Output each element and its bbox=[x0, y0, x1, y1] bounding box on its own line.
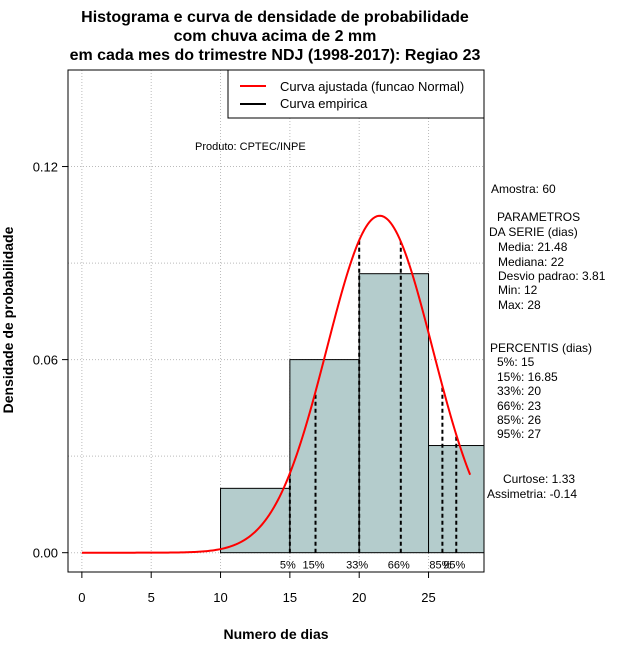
legend: Curva ajustada (funcao Normal) Curva emp… bbox=[227, 69, 485, 119]
percentile-label-5: 95% bbox=[443, 560, 465, 572]
y-tick-label-0: 0.00 bbox=[33, 546, 58, 561]
legend-box bbox=[227, 69, 485, 119]
stat-p33: 33%: 20 bbox=[497, 384, 541, 398]
legend-label-fitted: Curva ajustada (funcao Normal) bbox=[280, 79, 464, 94]
stat-amostra: Amostra: 60 bbox=[491, 182, 556, 196]
histogram-bar-2 bbox=[358, 273, 430, 554]
y-axis-label: Densidade de probabilidade bbox=[0, 226, 16, 413]
normal-curve bbox=[81, 214, 472, 554]
stat-mediana: Mediana: 22 bbox=[498, 255, 564, 269]
x-tick-label-0: 0 bbox=[78, 590, 85, 605]
chart-title-line-2: com chuva acima de 2 mm bbox=[174, 28, 377, 45]
stat-assimetria: Assimetria: -0.14 bbox=[487, 487, 577, 501]
histogram-bars bbox=[220, 273, 485, 554]
statistics-panel: Amostra: 60 PARAMETROS DA SERIE (dias) M… bbox=[487, 182, 606, 501]
stat-p95: 95%: 27 bbox=[497, 427, 541, 441]
percentile-label-4: 85% bbox=[429, 560, 451, 572]
axes: 0 5 10 15 20 25 0.00 0.06 0.12 bbox=[33, 160, 436, 605]
normal-curve-layer bbox=[81, 214, 472, 554]
stat-min: Min: 12 bbox=[498, 283, 538, 297]
stat-p15: 15%: 16.85 bbox=[497, 370, 558, 384]
stat-desvio: Desvio padrao: 3.81 bbox=[498, 269, 606, 283]
stat-percentis-title: PERCENTIS (dias) bbox=[490, 341, 592, 355]
stat-params-title-1: PARAMETROS bbox=[497, 210, 580, 224]
stat-p85: 85%: 26 bbox=[497, 413, 541, 427]
stat-media: Media: 21.48 bbox=[498, 240, 568, 254]
chart-title-line-1: Histograma e curva de densidade de proba… bbox=[81, 9, 469, 26]
x-tick-label-4: 20 bbox=[352, 590, 366, 605]
x-axis-label: Numero de dias bbox=[223, 626, 328, 642]
x-tick-label-5: 25 bbox=[421, 590, 435, 605]
stat-p5: 5%: 15 bbox=[497, 355, 535, 369]
percentile-lines: 5% 15% 33% 66% 85%95% bbox=[280, 240, 465, 572]
percentile-label-1: 15% bbox=[303, 560, 325, 572]
stat-params-title-2: DA SERIE (dias) bbox=[489, 225, 578, 239]
stat-p66: 66%: 23 bbox=[497, 399, 541, 413]
stat-max: Max: 28 bbox=[498, 298, 541, 312]
histogram-bar-1 bbox=[289, 359, 360, 554]
percentile-label-2: 33% bbox=[346, 560, 368, 572]
chart-title-line-3: em cada mes do trimestre NDJ (1998-2017)… bbox=[70, 47, 481, 64]
y-tick-label-2: 0.12 bbox=[33, 160, 58, 175]
product-label: Produto: CPTEC/INPE bbox=[195, 141, 306, 153]
x-tick-label-1: 5 bbox=[148, 590, 155, 605]
stat-curtose: Curtose: 1.33 bbox=[503, 472, 575, 486]
x-tick-label-3: 15 bbox=[283, 590, 297, 605]
percentile-label-3: 66% bbox=[388, 560, 410, 572]
legend-label-empirical: Curva empirica bbox=[280, 96, 368, 111]
x-tick-label-2: 10 bbox=[213, 590, 227, 605]
y-tick-label-1: 0.06 bbox=[33, 353, 58, 368]
percentile-label-0: 5% bbox=[280, 560, 296, 572]
